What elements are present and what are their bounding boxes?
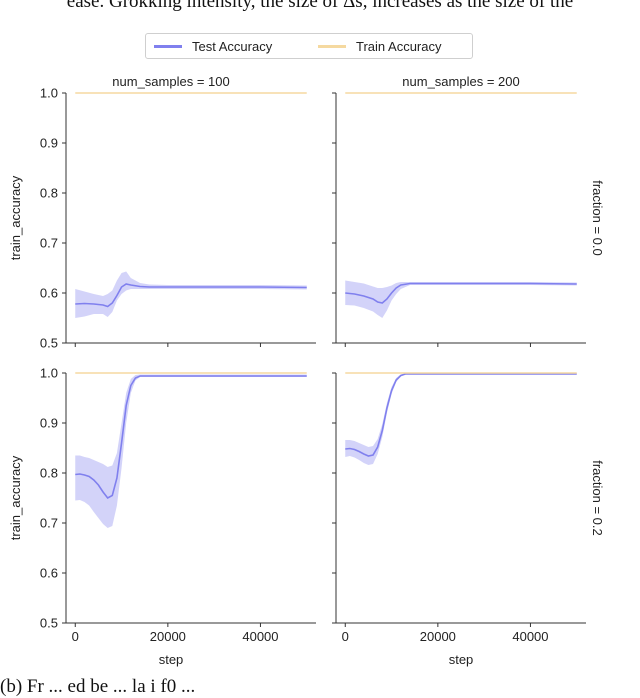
x-tick-label-r1c0: 0: [72, 629, 79, 644]
test-accuracy-line-r0c0: [75, 283, 307, 308]
y-tick-label-r1c0: 0.5: [40, 616, 58, 631]
y-tick-label-r0c0: 0.7: [40, 236, 58, 251]
test-accuracy-band-r0c1: [345, 280, 577, 318]
col-title-num-samples-200: num_samples = 200: [402, 74, 519, 89]
panel-r1c1: 0 20000 40000: [332, 372, 586, 644]
figure-caption: (b) Fr ... ed be ... la i f0 ...: [0, 676, 196, 697]
col-title-num-samples-100: num_samples = 100: [112, 74, 229, 89]
y-tick-label-r1c0: 0.7: [40, 516, 58, 531]
x-tick-label-r1c0: 40000: [242, 629, 278, 644]
x-tick-label-r1c0: 20000: [150, 629, 186, 644]
test-accuracy-band-r0c0: [75, 271, 307, 318]
test-accuracy-line-r0c1: [345, 282, 577, 304]
test-accuracy-band-r1c0: [75, 374, 307, 528]
y-tick-label-r0c0: 0.5: [40, 336, 58, 351]
y-tick-label-r0c0: 1.0: [40, 86, 58, 101]
y-tick-label-r0c0: 0.6: [40, 286, 58, 301]
y-axis-label-top: train_accuracy: [8, 175, 23, 260]
test-accuracy-band-r1c1: [345, 373, 577, 465]
y-tick-label-r1c0: 0.6: [40, 566, 58, 581]
y-axis-label-bottom: train_accuracy: [8, 455, 23, 540]
test-accuracy-line-r1c0: [75, 375, 307, 500]
chart-legend: Test Accuracy Train Accuracy: [145, 33, 473, 59]
panel-r1c0: 0.5 0.6 0.7 0.8 0.9 1.0 0 20000 40000: [40, 366, 316, 644]
legend-swatch-train: [318, 45, 346, 48]
legend-label-train: Train Accuracy: [356, 39, 442, 54]
document-text-top: ease. Grokking intensity, the size of Δs…: [66, 0, 574, 12]
test-accuracy-line-r1c1: [345, 373, 577, 457]
x-tick-label-r1c1: 40000: [512, 629, 548, 644]
x-tick-label-r1c1: 20000: [420, 629, 456, 644]
legend-swatch-test: [154, 45, 182, 48]
y-tick-label-r1c0: 0.8: [40, 466, 58, 481]
y-tick-label-r0c0: 0.8: [40, 186, 58, 201]
legend-label-test: Test Accuracy: [192, 39, 273, 54]
y-tick-label-r1c0: 1.0: [40, 366, 58, 381]
row-title-fraction-0-0: fraction = 0.0: [590, 180, 605, 256]
x-axis-label-right: step: [449, 652, 474, 667]
y-tick-label-r1c0: 0.9: [40, 416, 58, 431]
x-tick-label-r1c1: 0: [342, 629, 349, 644]
row-title-fraction-0-2: fraction = 0.2: [590, 460, 605, 536]
x-axis-label-left: step: [159, 652, 184, 667]
panel-r0c0: 0.5 0.6 0.7 0.8 0.9 1.0: [40, 86, 316, 351]
y-tick-label-r0c0: 0.9: [40, 136, 58, 151]
panel-r0c1: [332, 92, 586, 347]
